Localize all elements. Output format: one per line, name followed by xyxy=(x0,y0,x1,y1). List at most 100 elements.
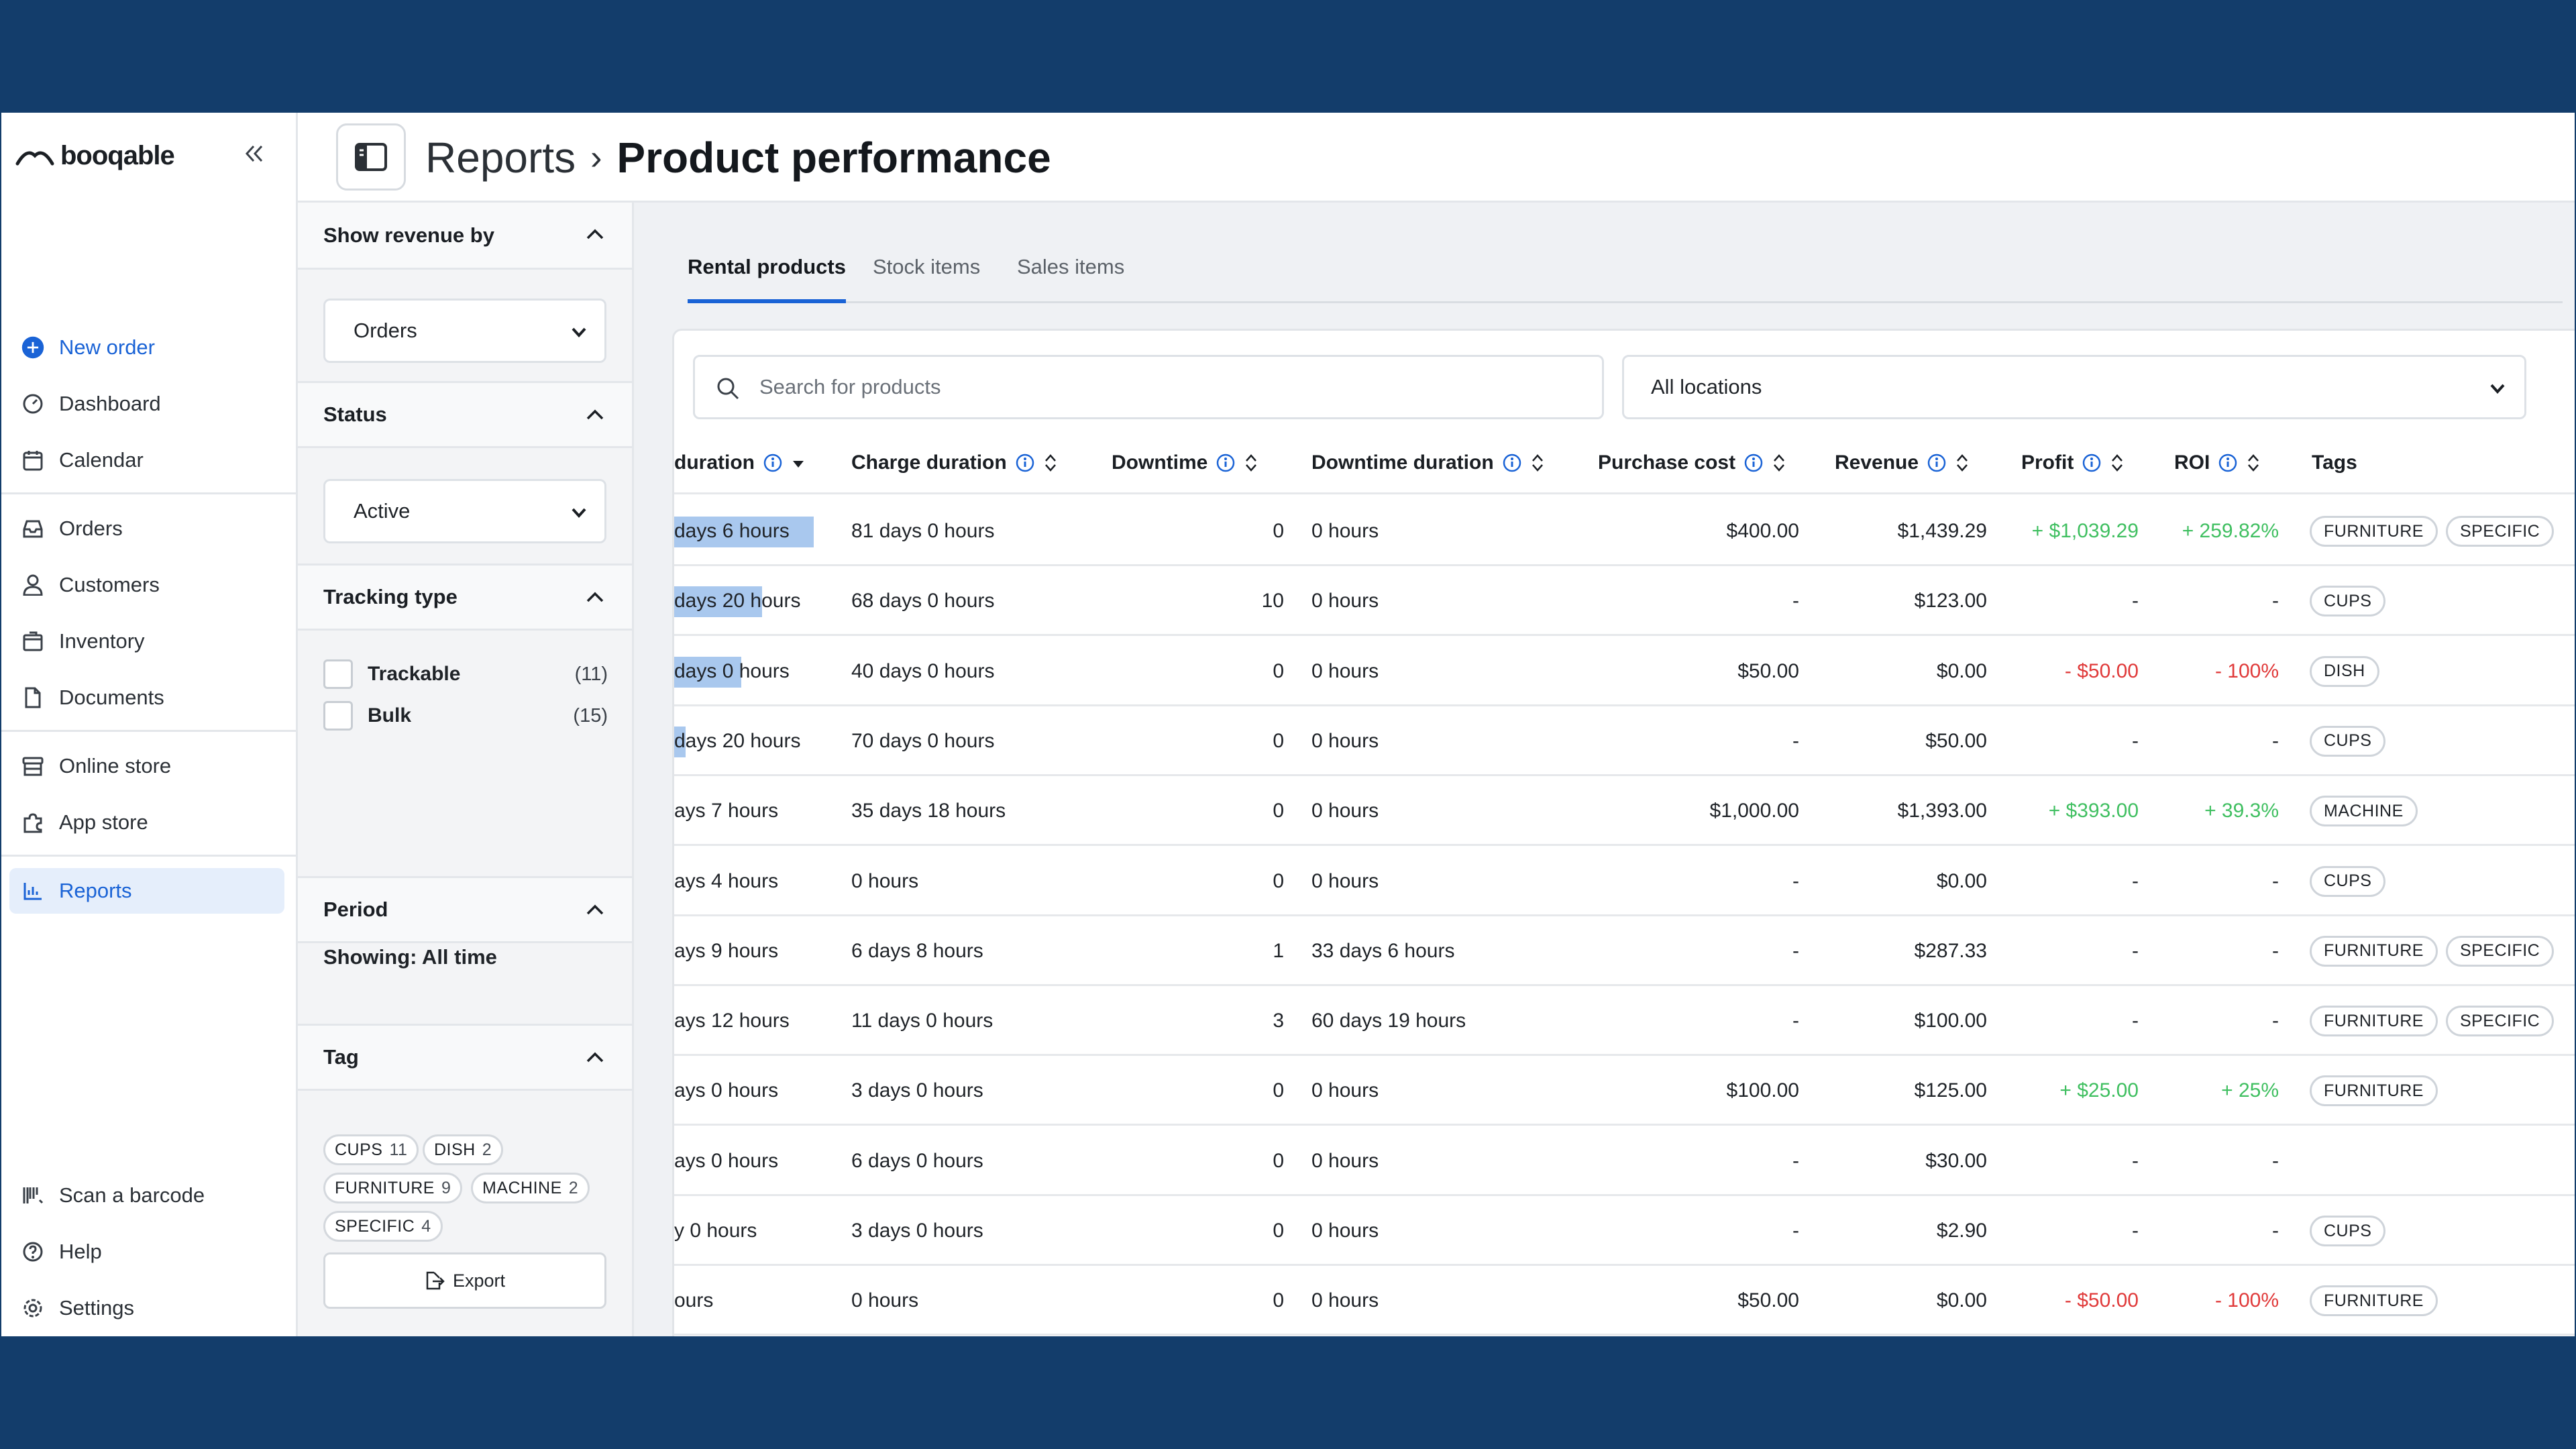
nav-help[interactable]: Help xyxy=(9,1229,284,1275)
filter-tracking-header[interactable]: Tracking type xyxy=(298,564,632,631)
toggle-filter-panel-button[interactable] xyxy=(336,123,406,191)
tab-stock-items[interactable]: Stock items xyxy=(873,255,981,278)
nav-customers[interactable]: Customers xyxy=(9,562,284,608)
info-icon[interactable] xyxy=(763,453,783,473)
cell-roi: - xyxy=(2174,916,2279,986)
info-icon[interactable] xyxy=(1502,453,1522,473)
table-row[interactable]: ays 9 hours 6 days 8 hours 1 33 days 6 hour… xyxy=(674,916,2575,986)
col-purchase-cost[interactable]: Purchase cost xyxy=(1598,431,1786,494)
revenue-by-select[interactable]: Orders xyxy=(323,299,606,363)
col-roi[interactable]: ROI xyxy=(2174,431,2261,494)
tag-chip[interactable]: FURNITURE xyxy=(2310,1285,2438,1317)
nav-scan-barcode[interactable]: Scan a barcode xyxy=(9,1173,284,1218)
table-row[interactable]: ays 0 hours 6 days 0 hours 0 0 hours - $30.00… xyxy=(674,1126,2575,1196)
collapse-sidebar-icon[interactable] xyxy=(243,140,266,172)
table-row[interactable]: ays 4 hours 0 hours 0 0 hours - $0.00 - - CUPS xyxy=(674,847,2575,916)
nav-inventory[interactable]: Inventory xyxy=(9,619,284,664)
tag-chip[interactable]: MACHINE xyxy=(2310,796,2418,827)
tag-filter-dish[interactable]: DISH 2 xyxy=(423,1134,504,1165)
nav-orders[interactable]: Orders xyxy=(9,506,284,551)
nav-dashboard[interactable]: Dashboard xyxy=(9,381,284,427)
info-icon[interactable] xyxy=(1216,453,1236,473)
tag-chip[interactable]: CUPS xyxy=(2310,865,2386,897)
sort-icon[interactable] xyxy=(2110,453,2125,473)
tab-rental-products[interactable]: Rental products xyxy=(688,255,846,303)
bulk-checkbox[interactable] xyxy=(323,701,353,731)
cell-charge-duration-value: 70 days 0 hours xyxy=(851,729,995,752)
tag-chip[interactable]: SPECIFIC xyxy=(2445,935,2555,967)
cell-charge-duration: 0 hours xyxy=(851,1266,1093,1336)
table-row[interactable]: days 20 hours 70 days 0 hours 0 0 hours - $50… xyxy=(674,706,2575,776)
tag-chip[interactable]: DISH xyxy=(2310,655,2379,687)
cell-charge-duration-value: 6 days 8 hours xyxy=(851,939,983,962)
sort-icon[interactable] xyxy=(1530,453,1545,473)
sort-icon[interactable] xyxy=(1955,453,1970,473)
status-select[interactable]: Active xyxy=(323,479,606,543)
tab-sales-items[interactable]: Sales items xyxy=(1017,255,1125,278)
location-select[interactable]: All locations xyxy=(1622,355,2526,419)
tag-chip[interactable]: CUPS xyxy=(2310,586,2386,617)
sort-desc-icon[interactable] xyxy=(791,453,806,473)
info-icon[interactable] xyxy=(1927,453,1947,473)
table-row[interactable]: ays 12 hours 11 days 0 hours 3 60 days 19 h… xyxy=(674,986,2575,1057)
col-revenue[interactable]: Revenue xyxy=(1835,431,1970,494)
tag-chip[interactable]: CUPS xyxy=(2310,725,2386,757)
product-search-input[interactable]: Search for products xyxy=(693,355,1604,419)
tag-chip[interactable]: SPECIFIC xyxy=(2445,516,2555,547)
cell-downtime-value: 0 xyxy=(1273,1220,1284,1242)
col-downtime-duration[interactable]: Downtime duration xyxy=(1311,431,1545,494)
info-icon[interactable] xyxy=(1743,453,1764,473)
filter-status-header[interactable]: Status xyxy=(298,381,632,448)
cell-downtime-value: 0 xyxy=(1273,520,1284,542)
nav-documents[interactable]: Documents xyxy=(9,675,284,720)
nav-online-store[interactable]: Online store xyxy=(9,743,284,789)
tag-chip[interactable]: FURNITURE xyxy=(2310,1006,2438,1037)
sort-icon[interactable] xyxy=(1772,453,1786,473)
nav-new-order[interactable]: New order xyxy=(9,325,284,370)
col-downtime[interactable]: Downtime xyxy=(1112,431,1258,494)
export-button[interactable]: Export xyxy=(323,1252,606,1309)
nav-reports[interactable]: Reports xyxy=(9,868,284,914)
col-profit[interactable]: Profit xyxy=(2021,431,2125,494)
table-row[interactable]: ours 0 hours 0 0 hours $50.00 $0.00 - $50.00 - … xyxy=(674,1266,2575,1336)
cell-downtime-duration-value: 0 hours xyxy=(1311,1079,1379,1102)
info-icon[interactable] xyxy=(2218,453,2238,473)
table-row[interactable]: days 20 hours 68 days 0 hours 10 0 hours - $1… xyxy=(674,566,2575,637)
logo[interactable]: booqable xyxy=(15,141,175,171)
nav-calendar[interactable]: Calendar xyxy=(9,437,284,483)
cell-duration-value: ays 0 hours xyxy=(674,1079,779,1102)
tag-chip[interactable]: SPECIFIC xyxy=(2445,1006,2555,1037)
filter-revenue-by-header[interactable]: Show revenue by xyxy=(298,203,632,270)
tag-filter-specific[interactable]: SPECIFIC 4 xyxy=(323,1211,443,1242)
filter-tag-header[interactable]: Tag xyxy=(298,1024,632,1091)
tag-chip[interactable]: FURNITURE xyxy=(2310,935,2438,967)
table-row[interactable]: y 0 hours 3 days 0 hours 0 0 hours - $2.90 - - C… xyxy=(674,1196,2575,1266)
trackable-checkbox[interactable] xyxy=(323,659,353,689)
table-row[interactable]: ays 7 hours 35 days 18 hours 0 0 hours $1,00… xyxy=(674,776,2575,847)
tag-chip[interactable]: FURNITURE xyxy=(2310,1075,2438,1107)
tag-chip[interactable]: FURNITURE xyxy=(2310,516,2438,547)
tag-filter-cups[interactable]: CUPS 11 xyxy=(323,1134,419,1165)
nav-app-store[interactable]: App store xyxy=(9,800,284,845)
filter-period-header[interactable]: Period xyxy=(298,876,632,943)
tag-filter-furniture[interactable]: FURNITURE 9 xyxy=(323,1173,463,1203)
sort-icon[interactable] xyxy=(1244,453,1258,473)
cell-charge-duration-value: 40 days 0 hours xyxy=(851,659,995,682)
col-charge-duration[interactable]: Charge duration xyxy=(851,431,1058,494)
col-charge-duration-label: Charge duration xyxy=(851,451,1007,474)
sort-icon[interactable] xyxy=(2246,453,2261,473)
tracking-bulk-option[interactable]: Bulk (15) xyxy=(323,699,608,733)
table-row[interactable]: ays 0 hours 3 days 0 hours 0 0 hours $100.00… xyxy=(674,1056,2575,1126)
info-icon[interactable] xyxy=(2082,453,2102,473)
table-row[interactable]: days 6 hours 81 days 0 hours 0 0 hours $400.… xyxy=(674,496,2575,566)
tag-filter-machine[interactable]: MACHINE 2 xyxy=(471,1173,590,1203)
table-row[interactable]: days 0 hours 40 days 0 hours 0 0 hours $50.0… xyxy=(674,637,2575,706)
gear-icon xyxy=(21,1297,44,1320)
nav-settings[interactable]: Settings xyxy=(9,1285,284,1331)
breadcrumb-reports-link[interactable]: Reports xyxy=(425,133,576,182)
info-icon[interactable] xyxy=(1015,453,1035,473)
sort-icon[interactable] xyxy=(1043,453,1058,473)
col-duration[interactable]: duration xyxy=(674,431,806,494)
tag-chip[interactable]: CUPS xyxy=(2310,1216,2386,1246)
tracking-trackable-option[interactable]: Trackable (11) xyxy=(323,657,608,691)
